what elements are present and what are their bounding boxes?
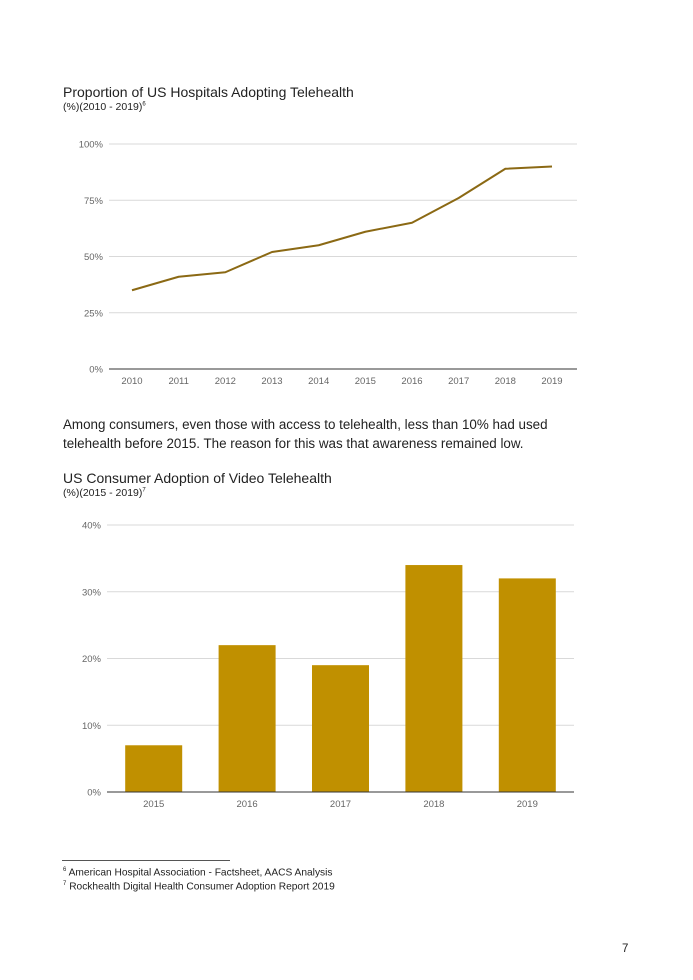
chart2-subtitle: (%)(2015 - 2019)7 (63, 487, 146, 499)
x-tick-label: 2014 (308, 376, 329, 387)
bar (218, 645, 276, 792)
x-tick-label: 2011 (168, 376, 188, 387)
chart2-title: US Consumer Adoption of Video Telehealth (63, 470, 332, 486)
x-tick-label: 2012 (215, 376, 236, 387)
chart2-subtitle-text: (%)(2015 - 2019) (63, 487, 143, 499)
footnote-6: 6 American Hospital Association - Factsh… (63, 867, 332, 878)
chart1-subtitle-text: (%)(2010 - 2019) (63, 101, 143, 113)
y-tick-label: 20% (82, 654, 102, 665)
y-tick-label: 0% (87, 788, 101, 799)
body-paragraph: Among consumers, even those with access … (63, 417, 548, 451)
footnote-7: 7 Rockhealth Digital Health Consumer Ado… (63, 881, 335, 892)
footnote-6-text: American Hospital Association - Factshee… (68, 867, 333, 879)
y-tick-label: 40% (82, 521, 102, 532)
footnote-7-text: Rockhealth Digital Health Consumer Adopt… (69, 881, 335, 893)
footnote-6-ref: 6 (63, 867, 67, 873)
y-tick-label: 50% (84, 252, 104, 263)
x-tick-label: 2017 (448, 376, 469, 387)
x-tick-label: 2018 (423, 799, 444, 810)
x-tick-label: 2018 (495, 376, 516, 387)
x-tick-label: 2015 (143, 799, 164, 810)
page-number: 7 (622, 943, 629, 955)
x-tick-label: 2010 (121, 376, 142, 387)
x-tick-label: 2017 (330, 799, 351, 810)
x-tick-label: 2013 (261, 376, 282, 387)
x-tick-label: 2019 (541, 376, 562, 387)
bar (312, 665, 369, 792)
y-tick-label: 25% (84, 308, 104, 319)
x-tick-label: 2016 (401, 376, 422, 387)
y-tick-label: 10% (82, 721, 102, 732)
y-tick-label: 30% (82, 587, 102, 598)
bar (405, 565, 463, 792)
y-tick-label: 0% (89, 365, 103, 376)
chart2-footnote-ref: 7 (142, 487, 146, 494)
chart1-subtitle: (%)(2010 - 2019)6 (63, 101, 146, 113)
chart1-footnote-ref: 6 (142, 101, 146, 108)
footnote-7-ref: 7 (63, 881, 67, 887)
footnote-divider (62, 860, 230, 861)
line-chart-hospitals: 0% 25% 50% 75% 100% 2010 2011 2012 2013 2014 2015 2… (79, 140, 577, 387)
series-line (131, 165, 553, 292)
y-tick-label: 100% (79, 140, 104, 151)
bar-chart-consumers: 0% 10% 20% 30% 40% 2015 2016 2017 2018 2019 (82, 521, 574, 810)
x-tick-label: 2019 (517, 799, 538, 810)
chart1-title: Proportion of US Hospitals Adopting Tele… (63, 84, 354, 100)
bar (125, 745, 183, 792)
x-tick-label: 2015 (355, 376, 376, 387)
y-tick-label: 75% (84, 196, 104, 207)
bar (498, 578, 556, 792)
x-tick-label: 2016 (237, 799, 258, 810)
